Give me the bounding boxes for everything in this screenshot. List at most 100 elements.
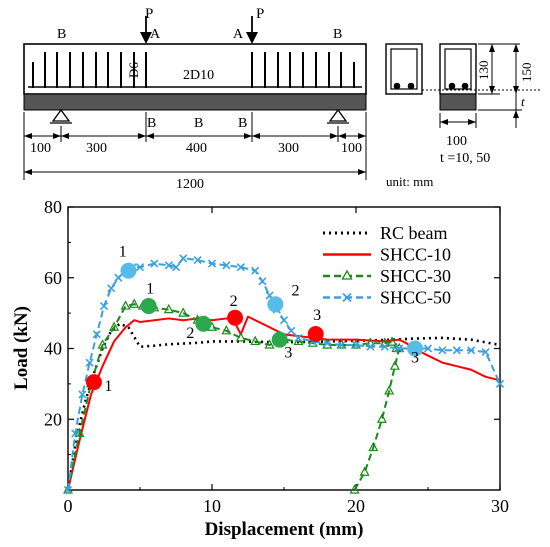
marker-x [337,340,346,350]
x-tick-label: 30 [491,496,509,516]
dim-100-right: 100 [341,141,362,156]
event-point-shcc-10 [307,325,324,342]
annotation-label: 3 [411,350,419,367]
marker-x [366,342,375,351]
section-t-values: t =10, 50 [440,151,490,166]
marker-triangle [178,307,189,317]
event-points [85,262,424,391]
section-dim-t: t [521,94,525,109]
marker-x [207,259,217,268]
annotation-label: 3 [313,307,321,324]
marker-x [92,330,101,339]
legend-label: RC beam [380,223,448,243]
marker-triangle [389,360,400,370]
x-axis-label: Displacement (mm) [205,519,364,540]
x-tick-label: 0 [64,496,73,516]
marker-x [294,333,303,342]
marker-triangle [264,339,275,349]
rebar-label: 2D10 [183,68,214,83]
legend-marker-triangle [341,269,353,280]
marker-x [423,344,433,353]
annotation-label: 2 [230,293,238,310]
marker-x [467,346,476,355]
marker-x [150,259,159,268]
marker-x [251,266,260,275]
marker-x [236,263,245,272]
marker-x [481,347,490,357]
marker-triangle [368,441,379,452]
dim-300-left: 300 [86,141,107,156]
legend-marker-x [342,292,352,303]
section-b-mid-right: B [238,116,247,131]
annotation-label: 1 [146,281,154,298]
marker-triangle [120,300,131,310]
marker-x [287,326,296,335]
dim-100-left: 100 [30,141,51,156]
legend-label: SHCC-30 [380,266,451,286]
event-point-shcc-30 [195,315,212,332]
dim-400: 400 [186,141,207,156]
section-b-top-right: B [333,27,342,42]
marker-triangle [163,303,174,314]
marker-triangle [97,339,108,349]
marker-x [279,316,289,325]
y-tick-label: 40 [44,339,62,359]
marker-x [351,340,361,350]
marker-x [179,254,188,263]
marker-x [85,358,94,367]
stirrups [32,52,355,88]
annotation-label: 1 [119,244,127,261]
shcc-layer [23,93,367,111]
dimension-lines [23,112,367,180]
event-point-shcc-50 [407,340,424,357]
series-line-shcc-30 [67,303,398,491]
marker-triangle [235,332,246,342]
section-dimension-arrows [440,44,519,125]
unit-label: unit: mm [386,174,433,189]
marker-x [135,263,145,272]
event-point-shcc-30 [271,331,288,348]
load-label-right: P [256,6,264,22]
event-point-shcc-10 [227,309,244,326]
marker-x [438,346,447,355]
dim-300-right: 300 [278,141,299,156]
marker-x [63,485,73,495]
y-axis-label: Load (kN) [11,306,32,390]
load-arrow-right [246,16,258,44]
marker-x [99,301,109,311]
stirrup-label: D6 [126,62,141,78]
y-tick-label: 60 [44,268,62,288]
load-label-left: P [145,6,153,22]
marker-x [71,429,80,438]
marker-x [452,346,461,355]
event-point-shcc-50 [120,262,137,279]
dimension-arrows [24,133,366,175]
marker-x [323,339,332,348]
event-point-shcc-50 [267,296,284,313]
marker-triangle [221,325,232,335]
support-left-icon [50,108,72,124]
marker-x [380,342,389,351]
annotation-label: 2 [292,282,300,299]
dim-total-length: 1200 [176,177,204,192]
marker-triangle [359,466,370,476]
marker-x [164,261,173,270]
section-a-left: A [150,27,161,42]
support-right-icon [327,108,349,124]
marker-x [193,255,202,265]
annotation-label: 3 [284,344,292,361]
marker-triangle [387,336,397,346]
marker-triangle [63,484,73,494]
marker-x [495,379,505,388]
marker-x [114,273,123,282]
marker-triangle [376,413,387,423]
series-line-shcc-50 [67,257,501,491]
marker-triangle [384,385,395,395]
y-tick-label: 20 [44,409,62,429]
section-dim-100: 100 [446,134,467,149]
load-arrow-left [140,16,152,44]
section-b-mid-center: B [194,116,203,131]
